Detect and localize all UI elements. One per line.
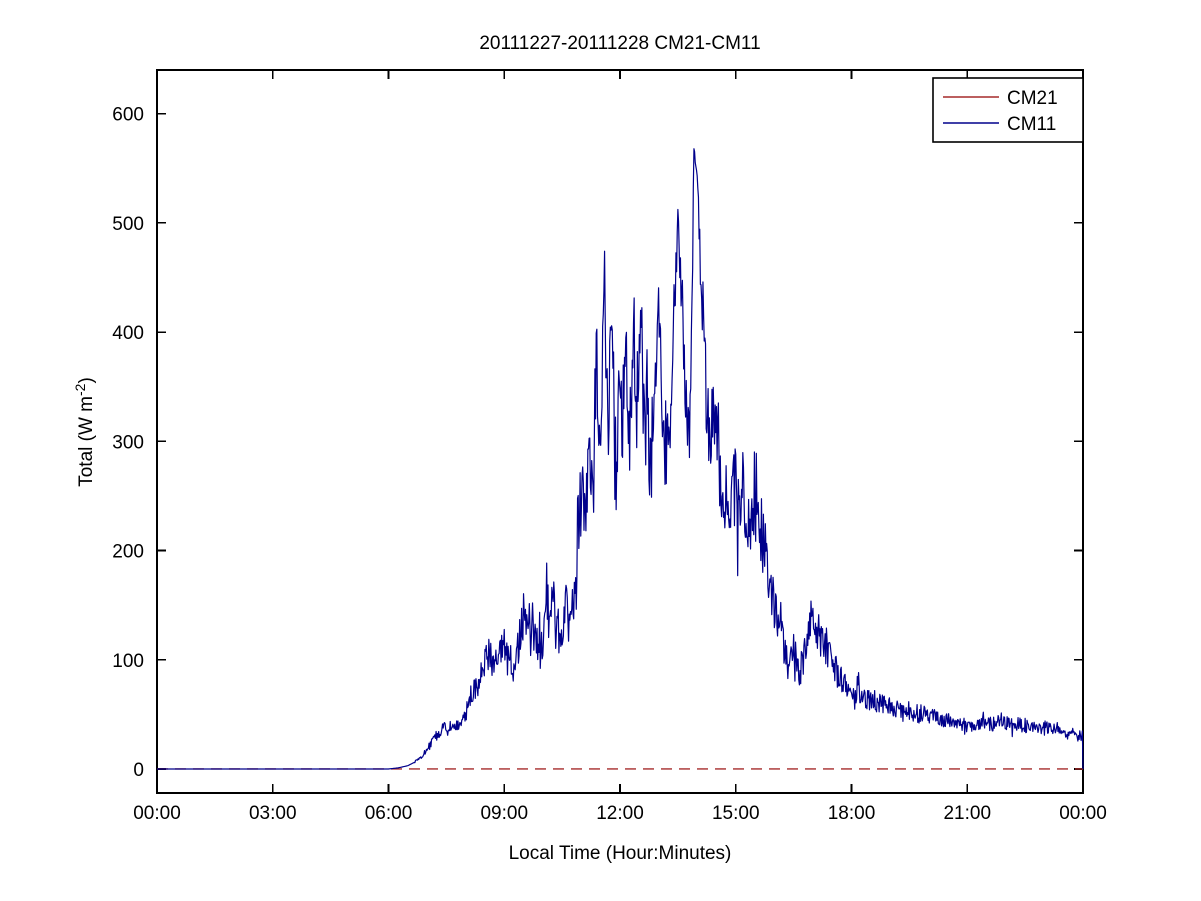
x-tick-label: 03:00 xyxy=(249,803,297,824)
svg-text:Total (W m-2): Total (W m-2) xyxy=(72,377,97,487)
y-axis-title-close: ) xyxy=(76,377,97,383)
x-tick-label: 12:00 xyxy=(596,803,644,824)
x-tick-label: 09:00 xyxy=(480,803,528,824)
series-cm11 xyxy=(157,148,1084,770)
x-tick-label: 00:00 xyxy=(1059,803,1107,824)
x-axis-ticks xyxy=(156,70,1084,793)
x-tick-label: 06:00 xyxy=(365,803,413,824)
y-tick-label: 0 xyxy=(133,760,144,781)
x-tick-label: 15:00 xyxy=(712,803,760,824)
plot-frame xyxy=(156,69,1084,794)
y-axis-ticks xyxy=(157,112,1083,770)
y-tick-label: 100 xyxy=(112,651,144,672)
y-axis-title-exponent: -2 xyxy=(72,383,88,396)
data-series-group xyxy=(157,148,1084,770)
x-tick-label: 00:00 xyxy=(133,803,181,824)
legend-label-cm21: CM21 xyxy=(1007,88,1058,109)
x-tick-label: 21:00 xyxy=(943,803,991,824)
x-tick-label: 18:00 xyxy=(828,803,876,824)
y-axis-title-base: Total (W m xyxy=(76,396,97,487)
y-axis-tick-labels: 0 100 200 300 400 500 600 xyxy=(112,105,144,781)
y-axis-title: Total (W m-2) xyxy=(72,377,97,487)
y-tick-label: 400 xyxy=(112,323,144,344)
y-tick-label: 500 xyxy=(112,214,144,235)
y-tick-label: 200 xyxy=(112,542,144,563)
chart-title: 20111227-20111228 CM21-CM11 xyxy=(479,33,760,54)
y-tick-label: 600 xyxy=(112,105,144,126)
x-axis-title: Local Time (Hour:Minutes) xyxy=(509,843,732,864)
chart-legend[interactable]: CM21 CM11 xyxy=(932,77,1084,143)
y-tick-label: 300 xyxy=(112,432,144,453)
x-axis-tick-labels: 00:00 03:00 06:00 09:00 12:00 15:00 18:00 21:00… xyxy=(133,803,1107,824)
legend-box xyxy=(932,77,1084,143)
legend-label-cm11: CM11 xyxy=(1007,114,1056,135)
